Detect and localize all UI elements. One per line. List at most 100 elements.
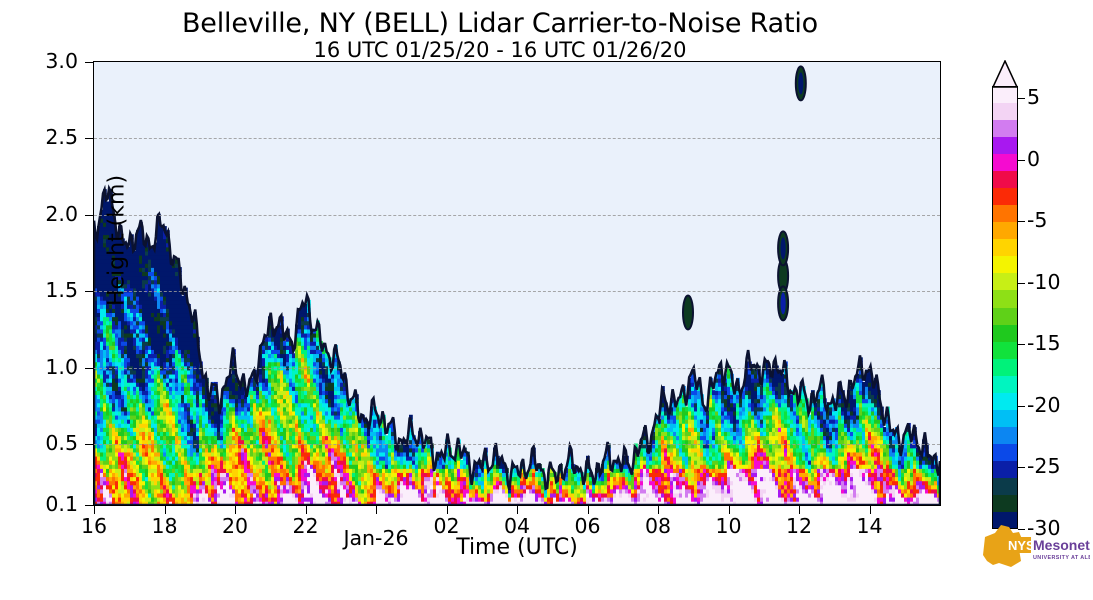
- plot-clip: 1601401601402402002602202602052402602802…: [94, 62, 940, 505]
- new-york-state-shape: [983, 525, 1022, 567]
- y-tick: [85, 138, 94, 140]
- colorbar-band: [992, 477, 1018, 495]
- colorbar-band: [992, 170, 1018, 189]
- logo-tagline: UNIVERSITY AT ALBANY: [1033, 555, 1090, 561]
- colorbar-band: [992, 289, 1018, 308]
- colorbar-band: [992, 460, 1018, 478]
- x-tick: [517, 505, 518, 514]
- colorbar-band: [992, 102, 1018, 121]
- colorbar-tick: [1018, 221, 1025, 223]
- x-tick: [587, 505, 589, 514]
- x-tick-label: 12: [785, 514, 813, 538]
- chart-title: Belleville, NY (BELL) Lidar Carrier-to-N…: [181, 8, 818, 39]
- x-tick-label: 02: [433, 514, 460, 538]
- y-tick: [85, 505, 94, 506]
- chart-subtitle: 16 UTC 01/25/20 - 16 UTC 01/26/20: [313, 38, 687, 62]
- x-tick-label: 16: [80, 514, 108, 538]
- x-tick-label: Jan-26: [343, 526, 409, 550]
- x-tick: [305, 505, 307, 514]
- logo-nys-text: NYS: [1008, 538, 1035, 553]
- y-axis-label: Height (km): [104, 174, 130, 307]
- x-tick: [658, 505, 659, 514]
- colorbar-band: [992, 221, 1018, 240]
- colorbar-band: [992, 323, 1018, 342]
- colorbar-tick-label: -25: [1027, 454, 1061, 479]
- colorbar-tick-label: -15: [1027, 331, 1061, 356]
- colorbar-gradient: [992, 85, 1018, 529]
- y-tick: [85, 443, 94, 445]
- colorbar-band: [992, 306, 1018, 325]
- y-tick-label: 1.5: [45, 278, 78, 303]
- colorbar-band: [992, 187, 1018, 206]
- colorbar-band: [992, 119, 1018, 138]
- colorbar-extend-arrow: [992, 60, 1018, 88]
- x-tick-label: 18: [151, 514, 178, 538]
- x-tick-label: 04: [503, 514, 531, 538]
- x-tick: [446, 505, 448, 514]
- x-tick: [235, 505, 236, 514]
- colorbar-tick: [1018, 98, 1025, 100]
- colorbar-tick-label: -20: [1027, 392, 1061, 417]
- colorbar-band: [992, 85, 1018, 104]
- colorbar-tick: [1018, 282, 1025, 284]
- x-tick-label: 10: [715, 514, 742, 538]
- x-tick-label: 06: [574, 514, 601, 538]
- x-tick: [869, 505, 871, 514]
- colorbar-band: [992, 136, 1018, 155]
- y-tick-label: 0.1: [45, 492, 78, 516]
- x-tick-label: 22: [292, 514, 319, 538]
- y-tick-label: 3.0: [45, 49, 78, 73]
- y-tick-label: 0.5: [45, 430, 78, 455]
- colorbar-band: [992, 511, 1018, 529]
- x-tick: [728, 505, 730, 514]
- plot-area: 1601401601402402002602202602052402602802…: [45, 49, 941, 560]
- gridline: [94, 367, 940, 369]
- colorbar-tick-label: 5: [1027, 85, 1041, 110]
- y-tick-label: 2.0: [45, 201, 78, 226]
- x-tick: [164, 505, 166, 514]
- x-tick-label: 08: [644, 514, 672, 538]
- gridline: [94, 443, 940, 445]
- cnr-field: [94, 65, 940, 505]
- y-tick-label: 1.0: [45, 354, 78, 379]
- x-tick: [376, 505, 377, 514]
- colorbar-band: [992, 255, 1018, 274]
- colorbar-band: [992, 358, 1018, 376]
- colorbar-band: [992, 153, 1018, 172]
- colorbar-tick-label: -30: [1027, 516, 1061, 540]
- colorbar-tick: [1018, 467, 1025, 469]
- colorbar-tick: [1018, 344, 1025, 346]
- x-axis-label: Time (UTC): [456, 535, 578, 560]
- colorbar-band: [992, 272, 1018, 291]
- x-tick-label: 14: [856, 514, 883, 538]
- logo-graphic: NYS Mesonet UNIVERSITY AT ALBANY: [983, 525, 1090, 567]
- y-tick-label: 2.5: [45, 125, 78, 150]
- y-tick: [85, 62, 94, 63]
- colorbar-band: [992, 443, 1018, 461]
- colorbar-band: [992, 204, 1018, 223]
- y-tick: [85, 214, 94, 216]
- colorbar-band: [992, 238, 1018, 257]
- colorbar-tick: [1018, 529, 1025, 530]
- gridline: [94, 214, 940, 216]
- y-tick: [85, 291, 94, 293]
- colorbar-band: [992, 426, 1018, 444]
- colorbar: 50-5-10-15-20-25-30 CNR (dB): [992, 60, 1092, 540]
- colorbar-band: [992, 375, 1018, 393]
- x-tick: [94, 505, 95, 514]
- colorbar-band: [992, 409, 1018, 427]
- colorbar-band: [992, 494, 1018, 512]
- logo-badge: [1005, 537, 1031, 553]
- colorbar-tick-label: 0: [1027, 146, 1041, 171]
- nys-mesonet-logo: NYS Mesonet UNIVERSITY AT ALBANY: [975, 519, 1090, 575]
- x-tick-label: 20: [221, 514, 249, 538]
- colorbar-tick: [1018, 405, 1025, 407]
- colorbar-tick: [1018, 159, 1025, 161]
- colorbar-tick-label: -5: [1027, 208, 1048, 233]
- logo-mesonet-text: Mesonet: [1033, 537, 1090, 553]
- colorbar-tick-label: -10: [1027, 269, 1061, 294]
- y-tick: [85, 367, 94, 369]
- x-tick: [799, 505, 800, 514]
- gridline: [94, 138, 940, 140]
